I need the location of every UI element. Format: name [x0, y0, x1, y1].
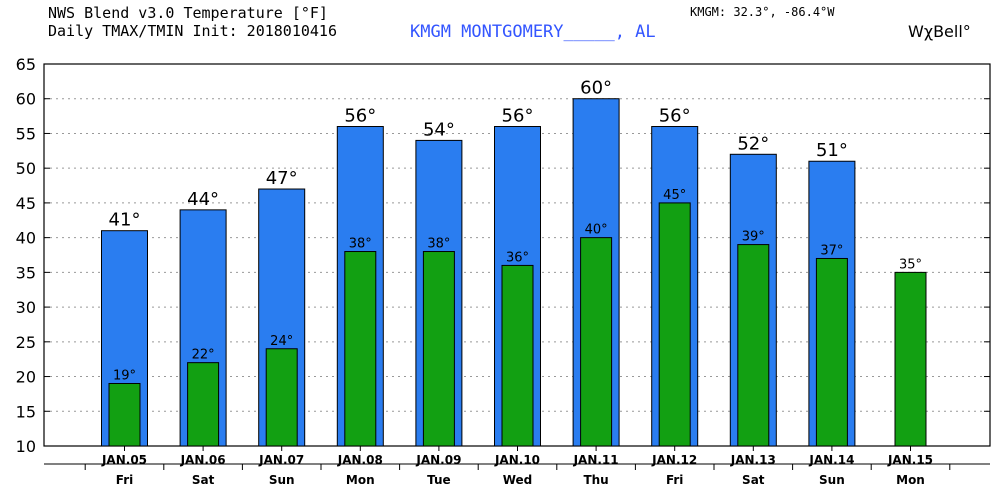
tmin-bar	[187, 362, 220, 447]
y-tick-label: 15	[16, 402, 36, 421]
tmin-bar	[108, 382, 141, 447]
tmin-bar	[658, 202, 691, 447]
tmin-value-label: 36°	[506, 250, 529, 265]
tmax-value-label: 52°	[737, 133, 769, 154]
y-tick-label: 30	[16, 298, 36, 317]
tmin-bar	[265, 348, 298, 447]
tmin-value-label: 35°	[899, 257, 922, 272]
x-day-label: Wed	[503, 473, 533, 487]
x-date-label: JAN.08	[337, 453, 383, 467]
tmax-value-label: 51°	[816, 140, 848, 161]
tmin-bar	[344, 251, 377, 447]
y-tick-label: 25	[16, 333, 36, 352]
x-day-label: Fri	[116, 473, 133, 487]
tmax-value-label: 41°	[109, 210, 141, 231]
tmin-value-label: 19°	[113, 368, 136, 383]
tmax-value-label: 56°	[502, 106, 534, 127]
tmin-bar	[422, 251, 455, 447]
tmax-value-label: 47°	[266, 168, 298, 189]
tmin-value-label: 37°	[820, 243, 843, 258]
y-tick-label: 35	[16, 263, 36, 282]
tmin-bar	[815, 257, 848, 447]
brand-logo: WχBell°	[908, 22, 971, 41]
x-day-label: Sun	[269, 473, 295, 487]
tmin-value-label: 38°	[349, 237, 372, 252]
chart-title-line1: NWS Blend v3.0 Temperature [°F]	[48, 4, 328, 22]
tmax-value-label: 44°	[187, 189, 219, 210]
x-day-label: Mon	[346, 473, 375, 487]
tmin-value-label: 22°	[192, 348, 215, 363]
x-day-label: Thu	[583, 473, 608, 487]
x-date-label: JAN.11	[573, 453, 619, 467]
tmin-value-label: 39°	[742, 230, 765, 245]
x-date-label: JAN.13	[730, 453, 776, 467]
x-date-label: JAN.06	[180, 453, 226, 467]
x-date-label: JAN.15	[887, 453, 933, 467]
chart-title-line2: Daily TMAX/TMIN Init: 2018010416	[48, 22, 337, 40]
x-day-label: Sun	[819, 473, 845, 487]
tmax-value-label: 56°	[344, 106, 376, 127]
y-tick-label: 65	[16, 55, 36, 74]
tmin-value-label: 24°	[270, 334, 293, 349]
y-tick-label: 55	[16, 124, 36, 143]
tmin-value-label: 40°	[585, 223, 608, 238]
station-label: KMGM MONTGOMERY_____, AL	[410, 22, 656, 42]
tmax-value-label: 60°	[580, 78, 612, 99]
x-date-label: JAN.05	[101, 453, 147, 467]
y-tick-label: 20	[16, 368, 36, 387]
tmax-value-label: 56°	[659, 106, 691, 127]
y-tick-label: 10	[16, 437, 36, 456]
x-date-label: JAN.09	[415, 453, 461, 467]
x-date-label: JAN.10	[494, 453, 540, 467]
y-tick-label: 50	[16, 159, 36, 178]
tmin-bar	[737, 244, 770, 447]
y-tick-label: 60	[16, 90, 36, 109]
station-coordinates: KMGM: 32.3°, -86.4°W	[690, 5, 835, 19]
x-date-label: JAN.14	[808, 453, 854, 467]
x-day-label: Fri	[666, 473, 683, 487]
y-tick-label: 45	[16, 194, 36, 213]
tmin-bar	[580, 237, 613, 447]
y-tick-label: 40	[16, 229, 36, 248]
x-day-label: Sat	[192, 473, 215, 487]
x-day-label: Mon	[896, 473, 925, 487]
x-day-label: Tue	[427, 473, 451, 487]
tmax-value-label: 54°	[423, 119, 455, 140]
tmin-bar	[894, 271, 927, 447]
x-day-label: Sat	[742, 473, 765, 487]
tmin-value-label: 38°	[427, 237, 450, 252]
x-date-label: JAN.12	[651, 453, 697, 467]
tmin-bar	[501, 264, 534, 447]
tmin-value-label: 45°	[663, 188, 686, 203]
x-date-label: JAN.07	[258, 453, 304, 467]
